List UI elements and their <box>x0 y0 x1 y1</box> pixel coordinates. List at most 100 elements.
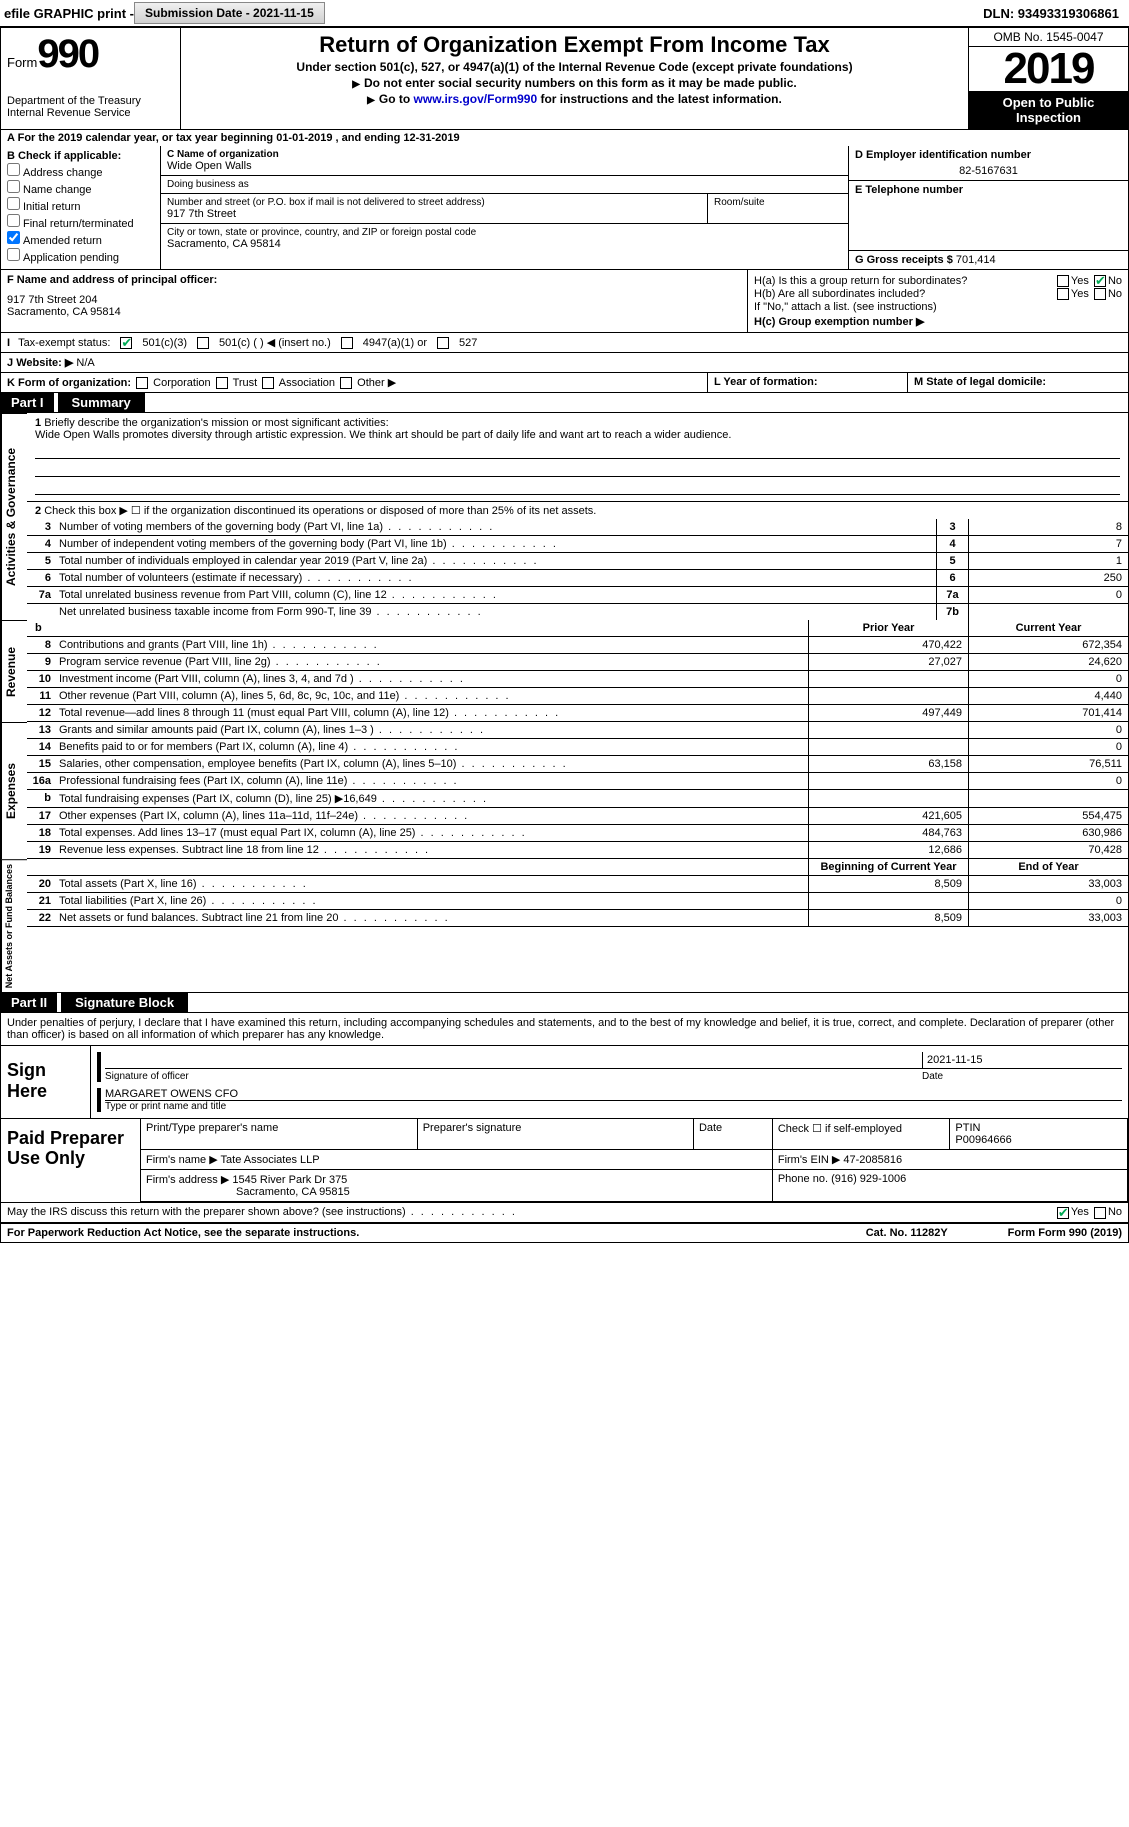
data-line: 12Total revenue—add lines 8 through 11 (… <box>27 705 1128 722</box>
b-header: B Check if applicable: <box>7 150 154 162</box>
mission-block: 1 Briefly describe the organization's mi… <box>27 413 1128 502</box>
chk-initial-return[interactable]: Initial return <box>7 197 154 213</box>
discuss-no[interactable] <box>1094 1207 1106 1219</box>
gov-line: 4Number of independent voting members of… <box>27 536 1128 553</box>
officer-addr2: Sacramento, CA 95814 <box>7 306 741 318</box>
street-value: 917 7th Street <box>167 208 701 220</box>
chk-assoc[interactable] <box>262 377 274 389</box>
section-i: I Tax-exempt status: 501(c)(3) 501(c) ( … <box>1 333 1128 353</box>
q1-label: Briefly describe the organization's miss… <box>44 417 388 429</box>
hb-note: If "No," attach a list. (see instruction… <box>754 301 1122 313</box>
penalty-text: Under penalties of perjury, I declare th… <box>1 1013 1128 1046</box>
firm-name-label: Firm's name ▶ <box>146 1154 218 1166</box>
data-line: 17Other expenses (Part IX, column (A), l… <box>27 808 1128 825</box>
footer: For Paperwork Reduction Act Notice, see … <box>1 1224 1128 1242</box>
data-line: 10Investment income (Part VIII, column (… <box>27 671 1128 688</box>
chk-address-change[interactable]: Address change <box>7 163 154 179</box>
hdr-current-year: Current Year <box>968 620 1128 636</box>
data-line: 8Contributions and grants (Part VIII, li… <box>27 637 1128 654</box>
netassets-block: Net Assets or Fund Balances Beginning of… <box>1 859 1128 993</box>
hdr-end-year: End of Year <box>968 859 1128 875</box>
pt-name-label: Print/Type preparer's name <box>141 1119 417 1150</box>
firm-ein-label: Firm's EIN ▶ <box>778 1154 841 1166</box>
opt-527: 527 <box>459 337 477 349</box>
chk-final-return[interactable]: Final return/terminated <box>7 214 154 230</box>
k-label: K Form of organization: <box>7 377 131 389</box>
expenses-block: Expenses 13Grants and similar amounts pa… <box>1 722 1128 859</box>
chk-501c3[interactable] <box>120 337 132 349</box>
phone-label: E Telephone number <box>855 184 1122 196</box>
py-cy-header: b Prior Year Current Year <box>27 620 1128 637</box>
ptin-value: P00964666 <box>955 1134 1122 1146</box>
gov-line: 3Number of voting members of the governi… <box>27 519 1128 536</box>
data-line: 11Other revenue (Part VIII, column (A), … <box>27 688 1128 705</box>
gross-label: G Gross receipts $ <box>855 254 953 266</box>
section-fh: F Name and address of principal officer:… <box>1 270 1128 333</box>
form-990-footer: Form Form 990 (2019) <box>1008 1227 1122 1239</box>
chk-other[interactable] <box>340 377 352 389</box>
data-line: 18Total expenses. Add lines 13–17 (must … <box>27 825 1128 842</box>
chk-501c[interactable] <box>197 337 209 349</box>
chk-trust[interactable] <box>216 377 228 389</box>
chk-amended-return[interactable]: Amended return <box>7 231 154 247</box>
pt-sig-label: Preparer's signature <box>417 1119 693 1150</box>
discuss-row: May the IRS discuss this return with the… <box>1 1203 1128 1223</box>
firm-ein: 47-2085816 <box>843 1154 902 1166</box>
chk-corp[interactable] <box>136 377 148 389</box>
mission-text: Wide Open Walls promotes diversity throu… <box>35 429 1120 441</box>
form-header: Form990 Department of the Treasury Inter… <box>1 28 1128 130</box>
pt-check-label: Check ☐ if self-employed <box>772 1119 950 1150</box>
gov-line: 5Total number of individuals employed in… <box>27 553 1128 570</box>
hdr-begin-year: Beginning of Current Year <box>808 859 968 875</box>
suite-label: Room/suite <box>714 197 842 208</box>
dept-treasury: Department of the Treasury Internal Reve… <box>7 95 174 119</box>
j-label: Website: ▶ <box>16 357 73 369</box>
preparer-table: Print/Type preparer's name Preparer's si… <box>141 1119 1128 1202</box>
side-expenses: Expenses <box>1 722 27 859</box>
k-corp: Corporation <box>153 377 210 389</box>
discuss-yes[interactable] <box>1057 1207 1069 1219</box>
m-label: M State of legal domicile: <box>914 376 1046 388</box>
gov-line: 7aTotal unrelated business revenue from … <box>27 587 1128 604</box>
pra-notice: For Paperwork Reduction Act Notice, see … <box>7 1227 866 1239</box>
tax-year-text: For the 2019 calendar year, or tax year … <box>18 132 460 144</box>
hc-label: H(c) Group exemption number ▶ <box>754 315 1122 328</box>
chk-527[interactable] <box>437 337 449 349</box>
sig-officer-label: Signature of officer <box>105 1071 922 1082</box>
ein-label: D Employer identification number <box>855 149 1122 161</box>
k-other: Other ▶ <box>357 377 396 389</box>
k-trust: Trust <box>233 377 258 389</box>
part1-title: Summary <box>58 393 145 412</box>
dln-text: DLN: 93493319306861 <box>983 6 1125 21</box>
gov-line: Net unrelated business taxable income fr… <box>27 604 1128 620</box>
form-word: Form <box>7 55 37 70</box>
chk-4947[interactable] <box>341 337 353 349</box>
opt-501c: 501(c) ( ) ◀ (insert no.) <box>219 336 331 349</box>
q2-text: Check this box ▶ ☐ if the organization d… <box>44 505 596 517</box>
data-line: 15Salaries, other compensation, employee… <box>27 756 1128 773</box>
form-title: Return of Organization Exempt From Incom… <box>319 32 830 58</box>
section-a: A For the 2019 calendar year, or tax yea… <box>1 130 1128 146</box>
header-line-2: Go to www.irs.gov/Form990 for instructio… <box>367 92 782 106</box>
data-line: bTotal fundraising expenses (Part IX, co… <box>27 790 1128 808</box>
chk-name-change[interactable]: Name change <box>7 180 154 196</box>
submission-button[interactable]: Submission Date - 2021-11-15 <box>134 2 325 24</box>
data-line: 20Total assets (Part X, line 16)8,50933,… <box>27 876 1128 893</box>
side-revenue: Revenue <box>1 620 27 722</box>
section-h: H(a) Is this a group return for subordin… <box>748 270 1128 332</box>
part1-name: Part I <box>1 393 54 412</box>
part2-title: Signature Block <box>61 993 188 1012</box>
form990-link[interactable]: www.irs.gov/Form990 <box>414 92 538 106</box>
section-klm: K Form of organization: Corporation Trus… <box>1 373 1128 393</box>
form-frame: Form990 Department of the Treasury Inter… <box>0 27 1129 1243</box>
name-title-label: Type or print name and title <box>105 1101 1122 1112</box>
section-f: F Name and address of principal officer:… <box>1 270 748 332</box>
part2-name: Part II <box>1 993 57 1012</box>
chk-application-pending[interactable]: Application pending <box>7 248 154 264</box>
tax-year: 2019 <box>969 47 1128 91</box>
form-subtitle: Under section 501(c), 527, or 4947(a)(1)… <box>296 60 852 74</box>
goto-post: for instructions and the latest informat… <box>537 92 782 106</box>
side-governance: Activities & Governance <box>1 413 27 620</box>
dba-label: Doing business as <box>167 179 842 190</box>
data-line: 22Net assets or fund balances. Subtract … <box>27 910 1128 927</box>
